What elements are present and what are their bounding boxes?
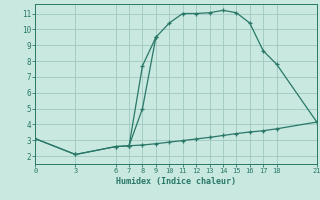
- X-axis label: Humidex (Indice chaleur): Humidex (Indice chaleur): [116, 177, 236, 186]
